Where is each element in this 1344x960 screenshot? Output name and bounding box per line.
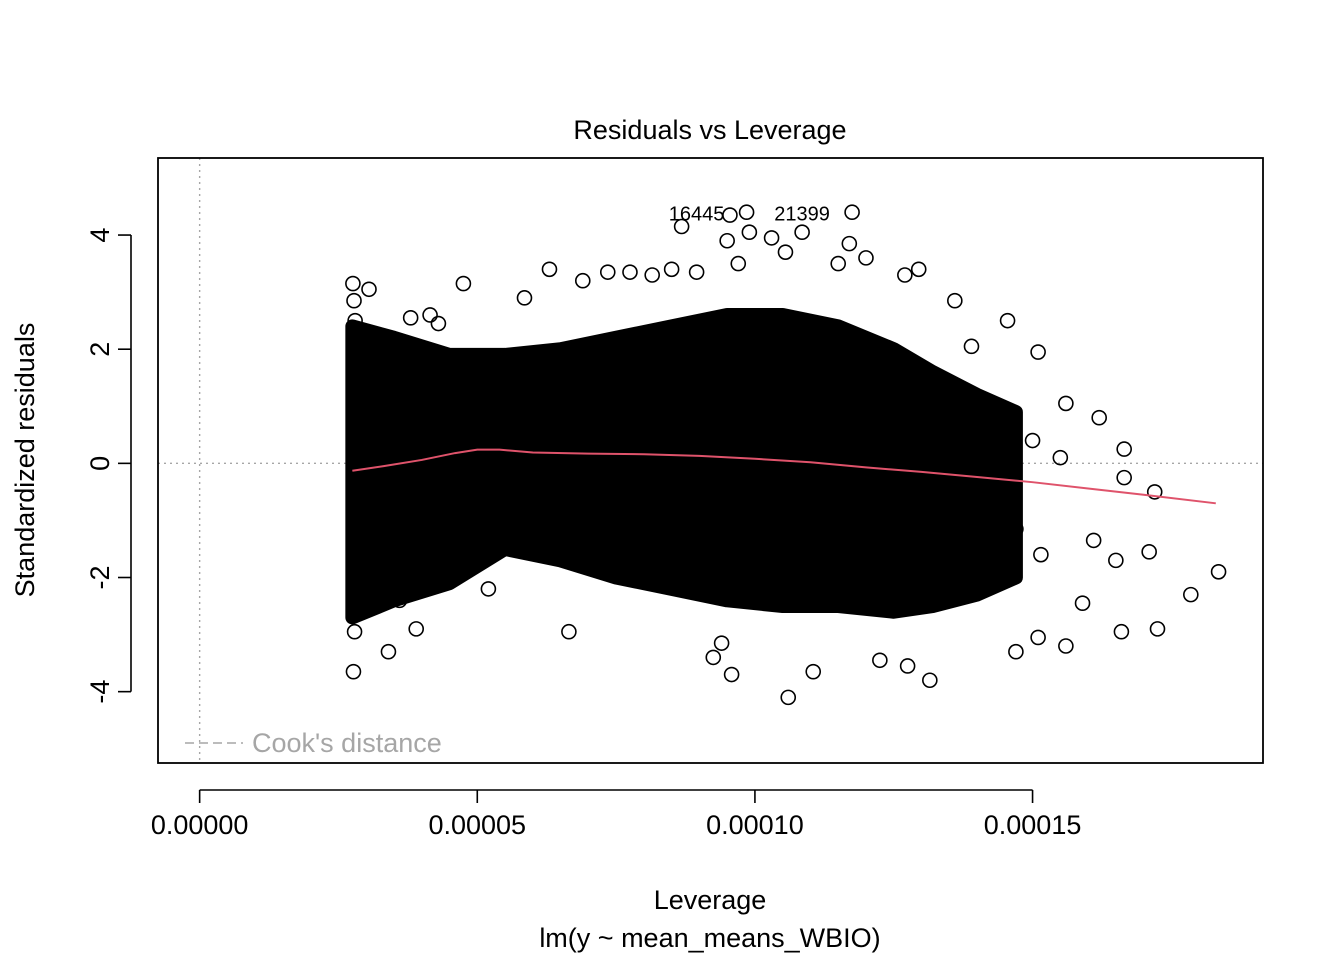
loess-smoother-line <box>352 448 1216 505</box>
residual-point <box>346 623 363 640</box>
plot-frame <box>157 157 1264 764</box>
residual-point <box>730 255 747 272</box>
residual-point <box>723 666 740 683</box>
y-tick-label: 4 <box>85 228 115 243</box>
residual-point <box>1052 449 1069 466</box>
residual-point <box>347 312 363 329</box>
residual-point <box>541 261 558 278</box>
residual-point <box>910 261 927 278</box>
residual-point <box>713 635 730 651</box>
residual-point <box>1149 621 1166 637</box>
residual-point <box>1008 643 1024 660</box>
residual-point <box>738 204 755 221</box>
residual-point <box>1108 552 1124 569</box>
residual-point <box>858 250 874 266</box>
residual-point <box>345 663 362 680</box>
residual-point <box>1058 395 1074 412</box>
residual-point <box>830 255 847 272</box>
x-tick-label: 0.00015 <box>984 810 1082 840</box>
chart-title: Residuals vs Leverage <box>573 115 846 145</box>
residual-point <box>361 281 377 298</box>
residual-point <box>663 261 680 278</box>
residual-point <box>622 264 638 280</box>
y-tick-label: -2 <box>85 565 115 589</box>
residual-point <box>430 315 447 332</box>
residual-point <box>673 218 690 235</box>
residual-point <box>947 292 963 309</box>
residual-point <box>897 267 913 283</box>
residual-point <box>1030 344 1046 360</box>
residual-point <box>722 207 738 223</box>
y-tick-label: 0 <box>85 456 115 471</box>
residual-point <box>480 581 497 597</box>
legend-label: Cook's distance <box>252 728 442 758</box>
residual-point <box>780 689 797 706</box>
residual-point <box>574 272 591 289</box>
residual-point <box>688 264 705 280</box>
y-axis-label: Standardized residuals <box>10 323 40 598</box>
residual-point <box>1141 544 1157 560</box>
residual-point <box>705 649 722 666</box>
residual-point <box>1085 532 1102 549</box>
residual-point <box>408 621 425 637</box>
residual-point <box>644 267 660 283</box>
residual-point <box>844 204 860 221</box>
residual-point <box>380 643 397 660</box>
residual-point <box>1058 638 1074 654</box>
residual-point <box>741 224 758 240</box>
legend: Cook's distance <box>185 728 442 758</box>
point-label: 21399 <box>774 203 830 225</box>
model-formula-subtitle: lm(y ~ mean_means_WBIO) <box>539 923 880 953</box>
residual-point <box>1008 521 1024 537</box>
residual-point <box>391 592 408 609</box>
residual-point <box>455 275 472 292</box>
residual-point <box>1210 563 1227 580</box>
dense-residual-point-cloud <box>345 307 1023 625</box>
residual-point <box>777 244 794 260</box>
residual-point <box>599 264 616 280</box>
residual-point <box>1183 586 1199 603</box>
residual-point <box>1024 432 1041 449</box>
residual-point <box>794 224 810 240</box>
residual-point <box>345 275 361 292</box>
residual-point <box>1116 469 1132 486</box>
residual-point <box>872 652 888 669</box>
residual-point <box>763 230 780 246</box>
plot-area: 16445 21399 <box>158 158 1263 763</box>
y-axis: -4 -2 0 2 4 <box>85 228 132 704</box>
x-axis: 0.00000 0.00005 0.00010 0.00015 <box>151 789 1082 840</box>
residual-point <box>922 672 938 689</box>
residual-point <box>719 232 735 249</box>
point-label: 16445 <box>669 203 725 225</box>
residual-point <box>1146 484 1163 500</box>
residual-point <box>841 235 858 252</box>
residual-point <box>1113 623 1130 640</box>
x-tick-label: 0.00000 <box>151 810 249 840</box>
residual-point <box>1030 629 1046 646</box>
residual-point <box>402 310 419 326</box>
residual-point <box>805 663 822 680</box>
x-tick-label: 0.00010 <box>706 810 804 840</box>
y-tick-label: -4 <box>85 680 115 704</box>
residual-point <box>963 338 980 355</box>
x-axis-label: Leverage <box>654 885 767 915</box>
residual-point <box>516 290 533 306</box>
residual-point <box>1091 409 1107 426</box>
residual-point <box>422 307 438 323</box>
residual-point <box>346 292 362 309</box>
residual-point <box>1033 546 1049 563</box>
residual-point <box>899 658 916 674</box>
residual-point <box>561 623 577 640</box>
x-tick-label: 0.00005 <box>428 810 526 840</box>
y-tick-label: 2 <box>85 342 115 357</box>
residual-point <box>999 312 1016 329</box>
residual-point <box>1074 595 1091 611</box>
residual-point <box>1116 441 1132 457</box>
